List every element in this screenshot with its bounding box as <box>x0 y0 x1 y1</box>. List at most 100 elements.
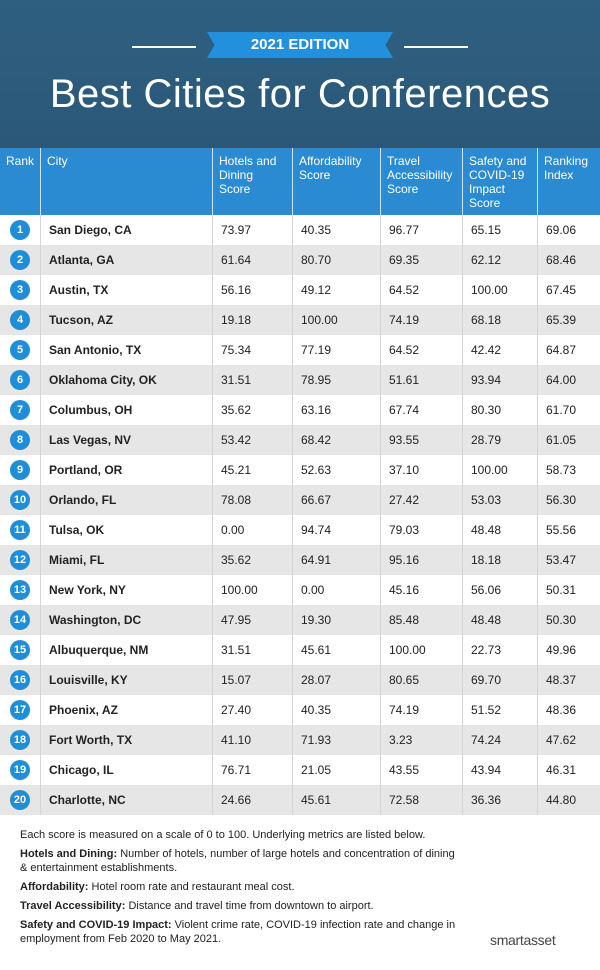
score-cell: 0.00 <box>292 575 380 605</box>
city-cell: San Diego, CA <box>40 215 212 245</box>
decor-line <box>132 46 196 48</box>
score-cell: 48.48 <box>462 515 537 545</box>
city-cell: Atlanta, GA <box>40 245 212 275</box>
score-cell: 56.06 <box>462 575 537 605</box>
rank-badge: 15 <box>10 640 30 660</box>
score-cell: 51.61 <box>380 365 462 395</box>
city-cell: Orlando, FL <box>40 485 212 515</box>
city-cell: New York, NY <box>40 575 212 605</box>
table-row: 5 San Antonio, TX 75.34 77.19 64.52 42.42 64.8… <box>0 335 600 365</box>
rank-badge: 1 <box>10 220 30 240</box>
header: 2021 EDITION Best Cities for Conferences <box>0 0 600 148</box>
rank-badge: 13 <box>10 580 30 600</box>
note-text: Violent crime rate, COVID-19 infection r… <box>20 919 456 945</box>
score-cell: 65.15 <box>462 215 537 245</box>
note-text: Distance and travel time from downtown t… <box>128 900 374 912</box>
city-cell: Oklahoma City, OK <box>40 365 212 395</box>
score-cell: 31.51 <box>212 635 292 665</box>
city-cell: Tulsa, OK <box>40 515 212 545</box>
table-row: 16 Louisville, KY 15.07 28.07 80.65 69.70 48.3… <box>0 665 600 695</box>
city-cell: Columbus, OH <box>40 395 212 425</box>
score-cell: 74.19 <box>380 695 462 725</box>
table-row: 2 Atlanta, GA 61.64 80.70 69.35 62.12 68.46 <box>0 245 600 275</box>
score-cell: 45.61 <box>292 635 380 665</box>
score-cell: 47.62 <box>537 725 600 755</box>
notes: Each score is measured on a scale of 0 t… <box>20 828 460 951</box>
city-cell: Phoenix, AZ <box>40 695 212 725</box>
city-cell: Chicago, IL <box>40 755 212 785</box>
score-cell: 40.35 <box>292 215 380 245</box>
score-cell: 49.96 <box>537 635 600 665</box>
note-label: Hotels and Dining: <box>20 848 118 860</box>
score-cell: 69.70 <box>462 665 537 695</box>
score-cell: 21.05 <box>292 755 380 785</box>
note: Safety and COVID-19 Impact: Violent crim… <box>20 918 460 946</box>
score-cell: 45.61 <box>292 785 380 815</box>
score-cell: 61.64 <box>212 245 292 275</box>
score-cell: 52.63 <box>292 455 380 485</box>
city-cell: Las Vegas, NV <box>40 425 212 455</box>
rank-badge: 16 <box>10 670 30 690</box>
score-cell: 68.42 <box>292 425 380 455</box>
score-cell: 48.36 <box>537 695 600 725</box>
score-cell: 53.42 <box>212 425 292 455</box>
rank-badge: 4 <box>10 310 30 330</box>
table-row: 7 Columbus, OH 35.62 63.16 67.74 80.30 61.70 <box>0 395 600 425</box>
table-row: 19 Chicago, IL 76.71 21.05 43.55 43.94 46.31 <box>0 755 600 785</box>
note: Travel Accessibility: Distance and trave… <box>20 899 460 913</box>
score-cell: 28.79 <box>462 425 537 455</box>
rank-badge: 8 <box>10 430 30 450</box>
table-row: 4 Tucson, AZ 19.18 100.00 74.19 68.18 65.39 <box>0 305 600 335</box>
score-cell: 64.00 <box>537 365 600 395</box>
score-cell: 74.24 <box>462 725 537 755</box>
score-cell: 68.46 <box>537 245 600 275</box>
rank-badge: 9 <box>10 460 30 480</box>
city-cell: Austin, TX <box>40 275 212 305</box>
score-cell: 78.08 <box>212 485 292 515</box>
score-cell: 64.91 <box>292 545 380 575</box>
score-cell: 31.51 <box>212 365 292 395</box>
score-cell: 64.52 <box>380 275 462 305</box>
city-cell: Portland, OR <box>40 455 212 485</box>
score-cell: 80.30 <box>462 395 537 425</box>
notes-intro: Each score is measured on a scale of 0 t… <box>20 829 426 841</box>
table-header: Rank City Hotels and Dining Score Affordabi… <box>0 148 600 215</box>
score-cell: 45.21 <box>212 455 292 485</box>
edition-ribbon: 2021 EDITION <box>207 32 393 58</box>
score-cell: 43.94 <box>462 755 537 785</box>
score-cell: 15.07 <box>212 665 292 695</box>
rank-badge: 2 <box>10 250 30 270</box>
column-header: Safety and COVID-19 Impact Score <box>462 148 537 215</box>
score-cell: 47.95 <box>212 605 292 635</box>
table-row: 17 Phoenix, AZ 27.40 40.35 74.19 51.52 48.36 <box>0 695 600 725</box>
score-cell: 53.47 <box>537 545 600 575</box>
score-cell: 69.35 <box>380 245 462 275</box>
score-cell: 36.36 <box>462 785 537 815</box>
rank-badge: 5 <box>10 340 30 360</box>
table-row: 12 Miami, FL 35.62 64.91 95.16 18.18 53.47 <box>0 545 600 575</box>
score-cell: 61.70 <box>537 395 600 425</box>
score-cell: 35.62 <box>212 545 292 575</box>
table-row: 3 Austin, TX 56.16 49.12 64.52 100.00 67.45 <box>0 275 600 305</box>
city-cell: San Antonio, TX <box>40 335 212 365</box>
score-cell: 51.52 <box>462 695 537 725</box>
score-cell: 93.94 <box>462 365 537 395</box>
score-cell: 22.73 <box>462 635 537 665</box>
table-row: 1 San Diego, CA 73.97 40.35 96.77 65.15 69.06 <box>0 215 600 245</box>
score-cell: 24.66 <box>212 785 292 815</box>
table-row: 13 New York, NY 100.00 0.00 45.16 56.06 50.31 <box>0 575 600 605</box>
score-cell: 77.19 <box>292 335 380 365</box>
table-row: 18 Fort Worth, TX 41.10 71.93 3.23 74.24 47.62 <box>0 725 600 755</box>
score-cell: 18.18 <box>462 545 537 575</box>
rank-badge: 10 <box>10 490 30 510</box>
score-cell: 40.35 <box>292 695 380 725</box>
rank-badge: 19 <box>10 760 30 780</box>
score-cell: 3.23 <box>380 725 462 755</box>
table-row: 15 Albuquerque, NM 31.51 45.61 100.00 22.73 49… <box>0 635 600 665</box>
title: Best Cities for Conferences <box>49 72 551 116</box>
note: Hotels and Dining: Number of hotels, num… <box>20 847 460 875</box>
score-cell: 100.00 <box>212 575 292 605</box>
column-header: Travel Accessibility Score <box>380 148 462 215</box>
score-cell: 41.10 <box>212 725 292 755</box>
